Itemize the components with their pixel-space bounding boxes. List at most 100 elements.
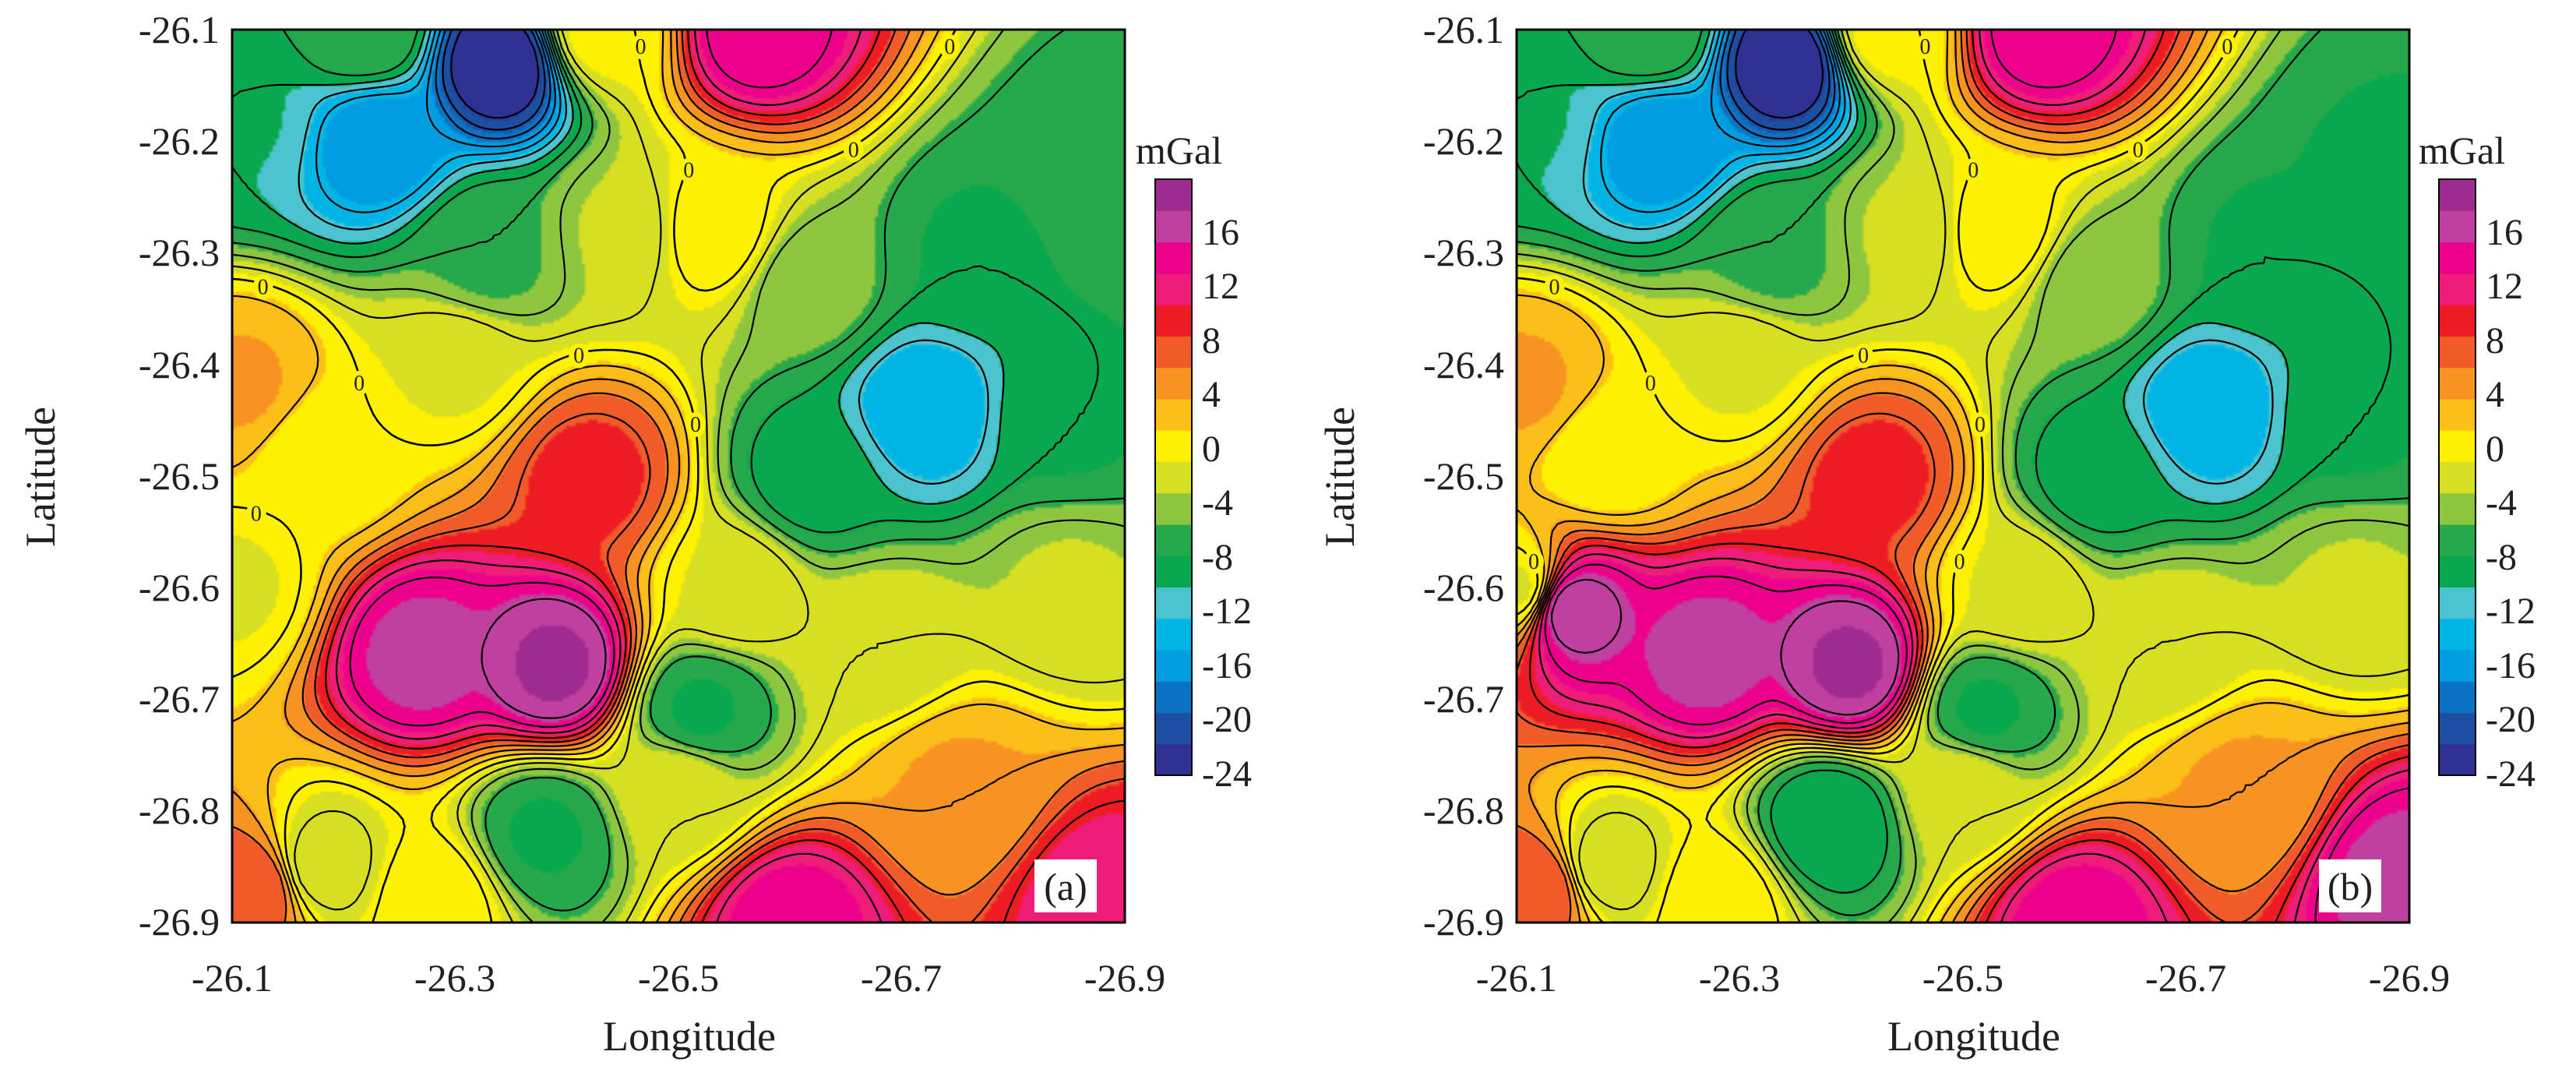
contour-line-negative	[298, 30, 989, 485]
contour-lines-a	[232, 30, 1125, 923]
contour-line-negative	[315, 30, 562, 213]
colorbar-tick-label: -12	[2486, 591, 2535, 632]
colorbar-swatch	[1155, 398, 1192, 431]
colorbar-tick-label: -4	[1202, 482, 1233, 524]
plot-frame-b	[1515, 28, 2411, 924]
y-tick-label: -26.6	[139, 566, 220, 609]
colorbar-swatch	[1155, 179, 1192, 211]
contour-label: 0	[2133, 138, 2144, 162]
y-axis-title-b: Latitude	[1316, 407, 1363, 547]
contour-label-background	[1853, 343, 1874, 369]
contour-line	[325, 30, 1125, 923]
colorbar-swatch	[2439, 524, 2476, 556]
contour-label: 0	[251, 502, 262, 526]
colorbar-tick-label: 12	[2486, 266, 2523, 307]
colorbar-swatch	[2439, 430, 2476, 462]
colorbar-tick-label: -24	[1202, 753, 1252, 795]
colorbar-b: mGal 16 12 8 4 0 -4 -8 -12 -16 -20 -24	[2419, 129, 2535, 795]
contour-label: 0	[636, 35, 647, 59]
y-tick-label: -26.3	[139, 231, 220, 274]
colorbar-tick-label: -20	[2486, 699, 2535, 740]
colorbar-swatch	[1155, 681, 1192, 714]
y-tick-label: -26.8	[1423, 789, 1504, 832]
contour-label: 0	[1858, 344, 1869, 369]
contour-line-negative	[442, 30, 546, 131]
contour-line-negative	[1517, 30, 2409, 923]
y-tick-label: -26.9	[139, 900, 220, 944]
colorbar-swatch	[1155, 618, 1192, 651]
colorbar-unit-a: mGal	[1136, 129, 1222, 172]
x-tick-label: -26.9	[1084, 956, 1165, 1000]
contour-label: 0	[1645, 372, 1656, 396]
colorbar-swatch	[1155, 524, 1192, 556]
x-axis-b: -26.1 -26.3 -26.5 -26.7 -26.9	[1476, 956, 2450, 1000]
colorbar-swatch	[1155, 743, 1192, 776]
panel-label-a: (a)	[1044, 865, 1087, 908]
contour-line	[335, 30, 883, 923]
contour-label: 0	[354, 372, 365, 396]
x-axis-title-a: Longitude	[603, 1013, 776, 1060]
colorbar-swatch	[2439, 461, 2476, 494]
contour-label: 0	[683, 159, 694, 183]
colorbar-tick-label: 8	[2486, 320, 2504, 362]
contour-label: 0	[690, 413, 701, 437]
y-tick-label: -26.6	[1423, 566, 1504, 609]
colorbar-swatch	[1155, 367, 1192, 400]
colorbar-frame-b	[2438, 178, 2476, 776]
contour-label-background	[2217, 34, 2238, 60]
contour-line-negative	[1726, 30, 1831, 131]
contour-line-negative	[1517, 30, 2409, 923]
y-tick-label: -26.7	[139, 677, 220, 721]
colorbar-frame-a	[1154, 178, 1193, 776]
contour-line-negative	[425, 30, 556, 148]
contour-line	[481, 598, 607, 719]
contour-line-negative	[1710, 30, 1841, 148]
y-tick-label: -26.4	[1423, 343, 1504, 386]
colorbar-swatch	[1155, 336, 1192, 369]
contour-line-negative	[232, 30, 1125, 923]
contour-label-background	[843, 137, 864, 163]
contour-line	[1528, 30, 2409, 923]
colorbar-tick-label: -8	[1202, 537, 1233, 578]
contour-line	[1517, 30, 2409, 923]
contour-line	[232, 30, 1125, 923]
contour-line	[232, 30, 1125, 923]
contour-label: 0	[944, 35, 955, 59]
colorbar-swatch	[2439, 273, 2476, 305]
contour-label-background	[678, 157, 700, 183]
panel-a: 0 0 0 0 0 0 0 0 0 -26.1 -26.2 -26.3 -26.4 -26.5 …	[17, 8, 1252, 1060]
colorbar-tick-label: 16	[2486, 212, 2523, 253]
contour-label-background	[1963, 157, 1984, 183]
contour-label: 0	[1968, 159, 1979, 183]
y-tick-label: -26.9	[1423, 900, 1504, 944]
colorbar-swatch	[1155, 556, 1192, 588]
contour-line	[1538, 30, 2409, 923]
contour-label-background	[252, 274, 273, 300]
colorbar-swatches-b	[2439, 179, 2476, 776]
contour-line-negative	[1735, 30, 1824, 119]
contour-line-negative	[1582, 30, 2274, 485]
colorbar-swatch	[1155, 273, 1192, 305]
y-axis-title-a: Latitude	[17, 407, 64, 547]
colorbar-swatch	[2439, 367, 2476, 400]
x-tick-label: -26.3	[414, 956, 495, 1000]
colorbar-swatch	[1155, 210, 1192, 243]
panel-label-box-b	[2319, 859, 2381, 912]
contour-line-negative	[232, 30, 1125, 912]
colorbar-tick-label: 0	[2486, 429, 2504, 470]
contour-label-background	[2127, 137, 2148, 163]
contour-label: 0	[848, 138, 859, 162]
colorbar-tick-label: 4	[1202, 374, 1221, 415]
y-tick-label: -26.5	[139, 454, 220, 498]
colorbar-tick-label: -16	[2486, 645, 2535, 686]
y-tick-label: -26.2	[139, 119, 220, 163]
x-tick-label: -26.5	[638, 956, 719, 1000]
y-tick-label: -26.7	[1423, 677, 1504, 721]
colorbar-tick-label: -16	[1202, 645, 1252, 686]
contour-line	[1544, 30, 2409, 923]
colorbar-tick-label: -20	[1202, 699, 1252, 740]
panel-b: 0 0 0 0 0 0 0 0 0 0 -26.1 -26.2 -26.3 -26.4 -26.5…	[1316, 8, 2535, 1060]
contour-line-negative	[232, 30, 1099, 534]
colorbar-swatch	[2439, 179, 2476, 211]
contour-line-negative	[232, 30, 1125, 923]
